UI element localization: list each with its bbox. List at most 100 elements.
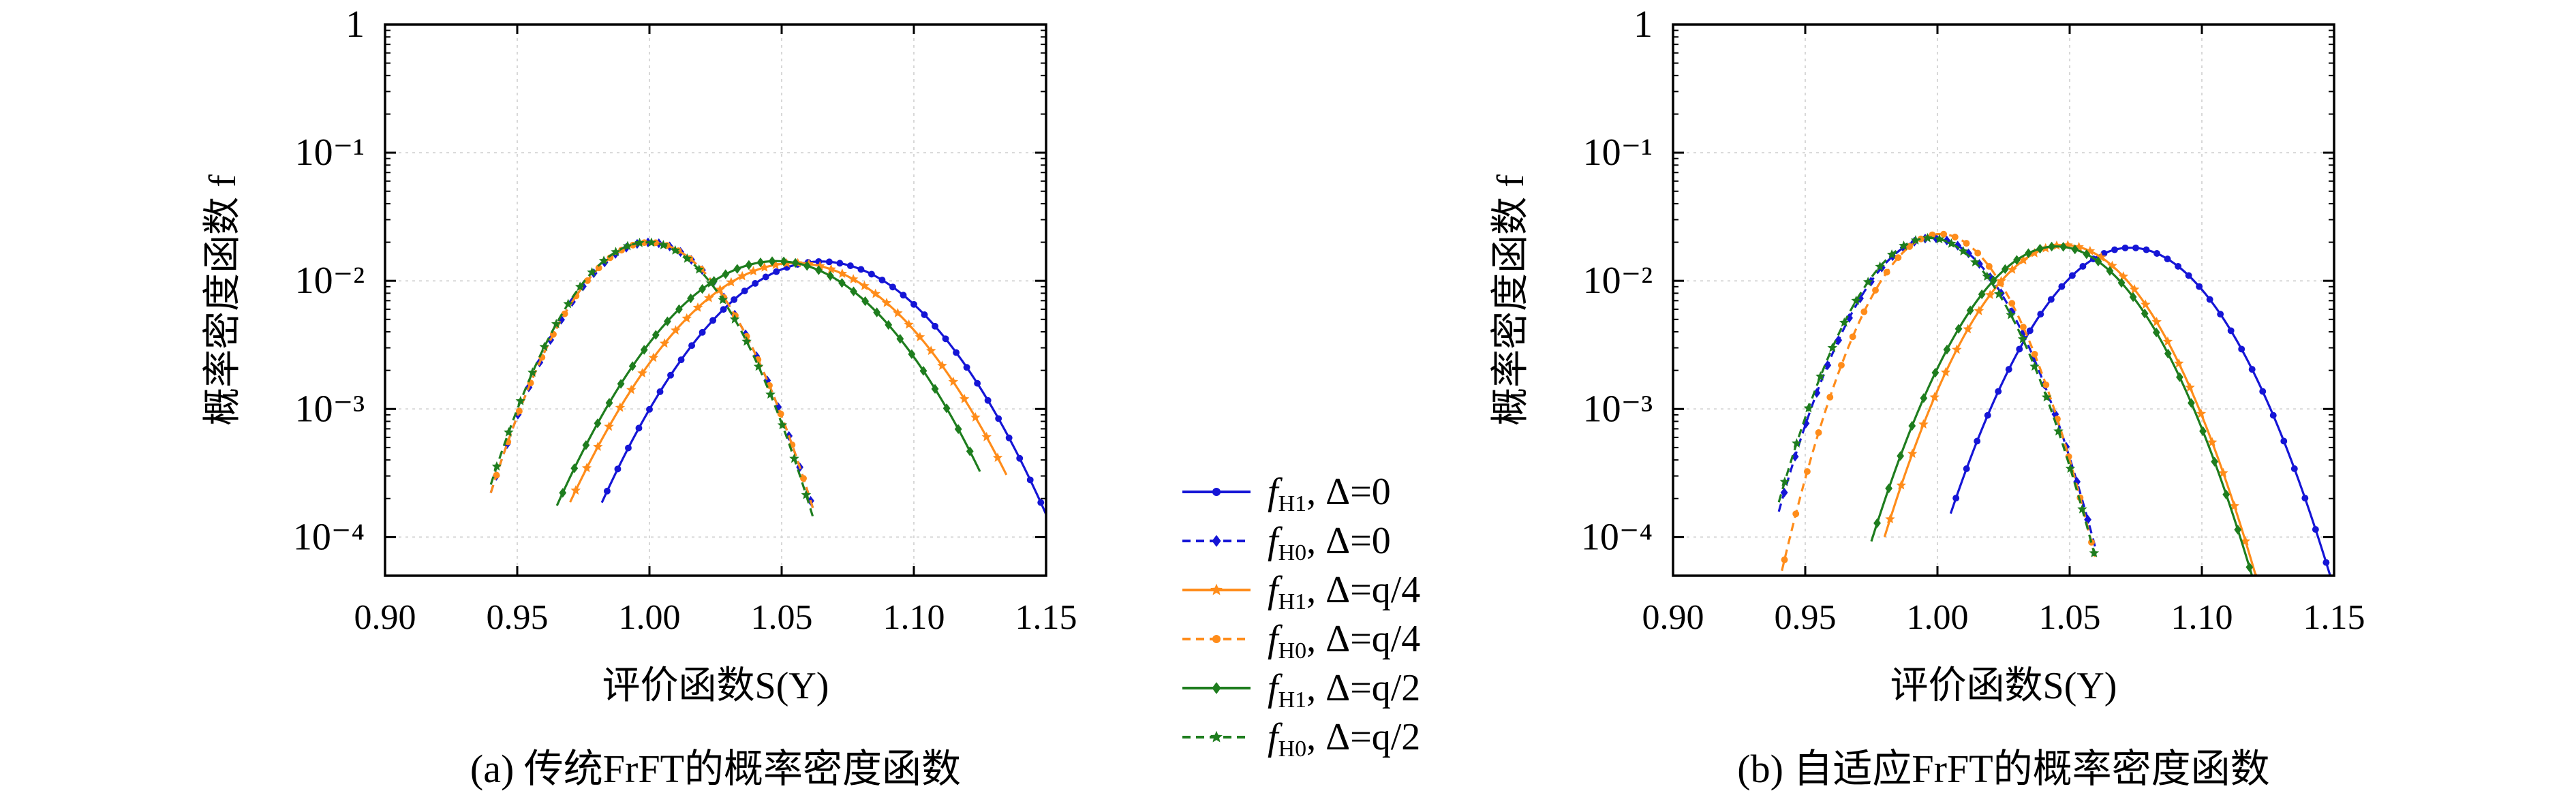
data-point: [859, 281, 870, 290]
data-point: [2037, 311, 2044, 318]
data-point: [1963, 240, 1970, 247]
data-point: [2238, 345, 2245, 353]
data-point: [1943, 344, 1951, 355]
data-point: [2141, 309, 2149, 319]
data-point: [493, 471, 500, 479]
data-point: [1920, 393, 1928, 403]
panel-b: 0.90 0.95 1.00 1.05 1.10 1.15 10⁻⁴ 10⁻³ 10⁻² 10⁻¹…: [1490, 3, 2365, 791]
series-line-0: [600, 260, 1046, 515]
data-point: [2084, 514, 2091, 525]
data-point: [1803, 403, 1814, 413]
data-point: [966, 446, 974, 456]
data-point: [628, 361, 637, 371]
data-point: [1931, 367, 1939, 378]
data-point: [1885, 483, 1893, 494]
data-point: [667, 371, 674, 379]
data-point: [2007, 264, 2018, 274]
data-point: [777, 410, 784, 418]
data-point: [2162, 336, 2173, 346]
data-point: [800, 475, 807, 482]
data-point: [826, 264, 836, 274]
data-point: [848, 274, 859, 284]
data-point: [2018, 255, 2029, 265]
legend-marker: [1210, 730, 1223, 743]
plot-frame: [1672, 23, 2335, 577]
data-point: [1827, 342, 1838, 352]
data-point: [954, 424, 962, 435]
data-point: [1997, 279, 2004, 287]
series-line-3: [1779, 232, 2098, 576]
data-point: [1781, 556, 1788, 563]
data-point: [527, 367, 538, 377]
data-point: [846, 262, 854, 270]
data-point: [677, 356, 685, 364]
data-point: [925, 345, 936, 356]
data-point: [981, 431, 992, 441]
data-point: [1918, 419, 1929, 429]
data-point: [984, 397, 992, 404]
data-point: [932, 322, 938, 330]
data-point: [2083, 249, 2091, 260]
data-point: [1824, 360, 1832, 371]
series-line-5: [489, 241, 815, 519]
x-tick-label: 1.00: [619, 598, 681, 637]
data-point: [1984, 411, 1991, 419]
data-point: [2058, 283, 2066, 290]
data-point: [2117, 277, 2126, 288]
data-point: [640, 345, 648, 355]
y-tick-label: 10⁻³: [295, 388, 365, 430]
data-point: [604, 421, 614, 431]
data-point: [1984, 290, 1995, 300]
data-point: [634, 237, 645, 247]
data-point: [563, 298, 573, 309]
data-point: [910, 300, 917, 308]
data-point: [825, 258, 833, 266]
data-point: [801, 489, 812, 499]
data-point: [826, 270, 834, 281]
data-point: [2129, 292, 2137, 302]
data-point: [948, 376, 959, 386]
data-point: [722, 269, 730, 279]
data-point: [1860, 308, 1868, 315]
data-point: [2269, 411, 2277, 419]
x-tick-label: 1.00: [1907, 598, 1969, 637]
data-point: [2118, 271, 2129, 281]
data-point: [675, 304, 683, 315]
data-point: [491, 461, 502, 471]
data-point: [959, 394, 970, 403]
data-point: [651, 330, 660, 340]
data-point: [570, 463, 579, 473]
data-point: [659, 338, 670, 348]
y-tick-label: 10⁻²: [1583, 260, 1653, 302]
data-point: [559, 488, 567, 498]
data-point: [1965, 248, 1972, 259]
data-point: [881, 297, 892, 307]
data-point: [868, 270, 875, 278]
data-point: [704, 292, 714, 302]
data-point: [1886, 249, 1897, 259]
data-point: [1966, 305, 1974, 315]
data-point: [992, 452, 1003, 463]
data-point: [1875, 261, 1885, 271]
legend-marker: [1212, 535, 1221, 547]
data-point: [1946, 238, 1957, 248]
x-tick-label: 0.90: [1642, 598, 1704, 637]
data-point: [2222, 489, 2230, 500]
data-point: [1910, 235, 1921, 245]
data-point: [861, 296, 870, 307]
series-line-0: [1949, 246, 2331, 576]
data-point: [1929, 392, 1940, 402]
legend-label: fH1, Δ=q/2: [1268, 667, 1420, 713]
data-point: [1940, 230, 1948, 238]
data-point: [893, 307, 903, 317]
data-point: [1952, 344, 1962, 354]
data-point: [687, 293, 694, 304]
legend-label: fH1, Δ=q/4: [1268, 569, 1420, 615]
data-point: [1037, 499, 1045, 506]
data-point: [921, 311, 928, 318]
data-point: [670, 245, 681, 255]
data-point: [1838, 362, 1845, 369]
data-point: [681, 313, 692, 323]
data-point: [1780, 487, 1788, 498]
data-point: [1803, 468, 1811, 476]
